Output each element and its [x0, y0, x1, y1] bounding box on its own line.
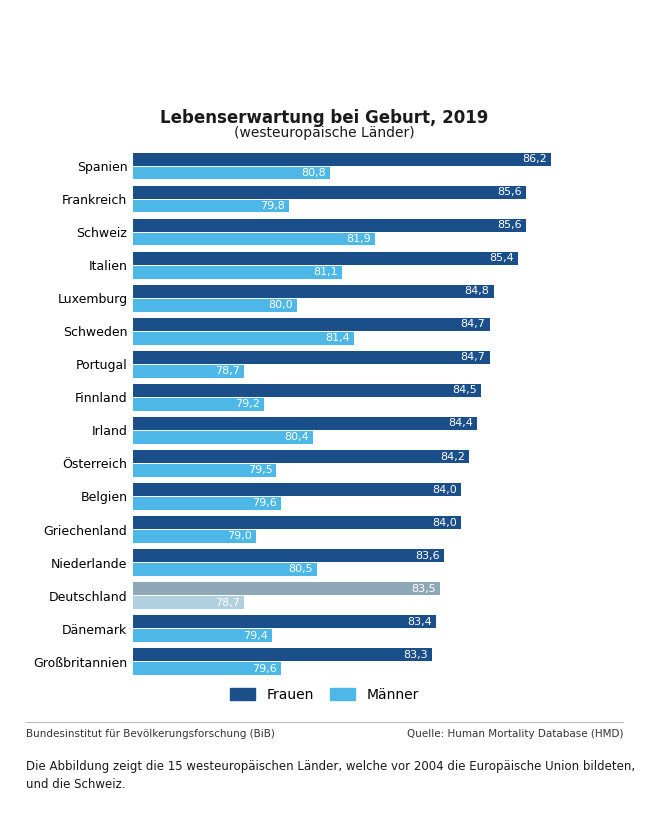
Bar	[133, 582, 441, 595]
Bar	[133, 662, 280, 675]
Text: 85,6: 85,6	[498, 220, 522, 230]
Bar	[133, 351, 489, 364]
Text: 84,4: 84,4	[448, 418, 473, 428]
Text: 85,6: 85,6	[498, 187, 522, 197]
Text: 83,5: 83,5	[411, 583, 436, 594]
Text: 79,0: 79,0	[227, 532, 252, 542]
Text: 81,4: 81,4	[325, 334, 350, 344]
Text: 80,8: 80,8	[301, 168, 326, 178]
Text: 79,2: 79,2	[235, 399, 260, 409]
Bar	[133, 597, 243, 609]
Text: Die Abbildung zeigt die 15 westeuropäischen Länder, welche vor 2004 die Europäis: Die Abbildung zeigt die 15 westeuropäisc…	[26, 760, 635, 791]
Bar	[133, 398, 264, 411]
Bar	[133, 365, 243, 378]
Text: 81,1: 81,1	[313, 267, 338, 277]
Text: 79,6: 79,6	[252, 498, 276, 508]
Bar	[133, 299, 297, 311]
Text: 85,4: 85,4	[489, 254, 514, 264]
Text: 83,6: 83,6	[416, 551, 441, 561]
Text: 84,0: 84,0	[432, 518, 457, 527]
Text: 86,2: 86,2	[522, 154, 547, 164]
Bar	[133, 517, 461, 529]
Text: 80,0: 80,0	[268, 300, 293, 310]
Bar	[133, 233, 375, 245]
Text: Lebenserwartung bei Geburt, 2019: Lebenserwartung bei Geburt, 2019	[160, 109, 489, 127]
Bar	[133, 483, 461, 496]
Bar	[133, 285, 494, 298]
Bar	[133, 498, 280, 510]
Text: 84,7: 84,7	[461, 353, 485, 363]
Bar	[133, 186, 526, 199]
Text: 83,3: 83,3	[404, 650, 428, 660]
Bar	[133, 417, 477, 430]
Text: 79,8: 79,8	[260, 201, 285, 211]
Text: 84,7: 84,7	[461, 319, 485, 329]
Bar	[133, 252, 518, 265]
Bar	[133, 266, 342, 279]
Bar	[133, 530, 256, 542]
Bar	[133, 219, 526, 231]
Bar	[133, 648, 432, 661]
Bar	[133, 384, 482, 397]
Bar	[133, 549, 445, 562]
Text: 78,7: 78,7	[215, 597, 239, 607]
Text: (westeuropäische Länder): (westeuropäische Länder)	[234, 126, 415, 140]
Legend: Frauen, Männer: Frauen, Männer	[230, 688, 419, 702]
Text: 84,2: 84,2	[440, 452, 465, 462]
Text: Bundesinstitut für Bevölkerungsforschung (BiB): Bundesinstitut für Bevölkerungsforschung…	[26, 729, 275, 739]
Bar	[133, 431, 313, 443]
Bar	[133, 464, 276, 477]
Text: 79,6: 79,6	[252, 664, 276, 674]
Bar	[133, 153, 551, 166]
Bar	[133, 629, 273, 641]
Bar	[133, 167, 330, 180]
Bar	[133, 318, 489, 330]
Text: 81,9: 81,9	[346, 234, 371, 245]
Text: 84,0: 84,0	[432, 484, 457, 494]
Text: 84,8: 84,8	[465, 286, 489, 296]
Text: 80,5: 80,5	[289, 564, 313, 574]
Text: 79,5: 79,5	[248, 465, 273, 475]
Text: 84,5: 84,5	[452, 385, 477, 395]
Text: 83,4: 83,4	[408, 617, 432, 626]
Text: 78,7: 78,7	[215, 366, 239, 376]
Bar	[133, 200, 289, 212]
Bar	[133, 450, 469, 463]
Text: 80,4: 80,4	[284, 433, 309, 443]
Bar	[133, 563, 317, 576]
Text: 79,4: 79,4	[243, 631, 268, 641]
Bar	[133, 616, 436, 628]
Bar	[133, 332, 354, 344]
Text: Quelle: Human Mortality Database (HMD): Quelle: Human Mortality Database (HMD)	[406, 729, 623, 739]
